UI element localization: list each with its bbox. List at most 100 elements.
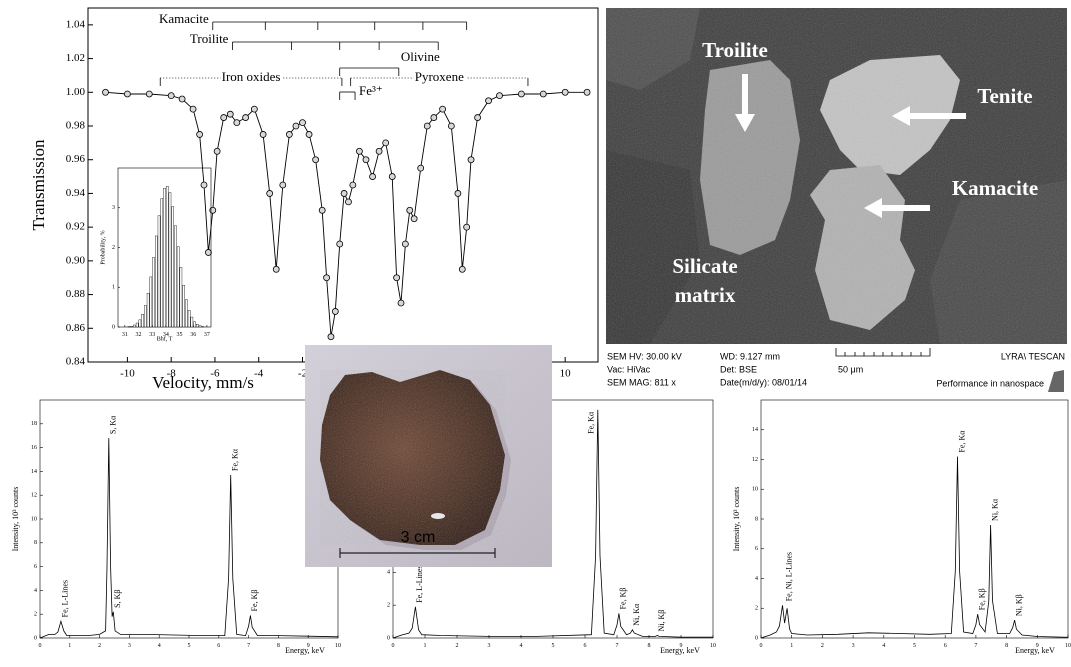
peak-label: Ni, Kβ bbox=[657, 610, 666, 632]
data-point bbox=[468, 157, 474, 163]
data-point bbox=[190, 106, 196, 112]
data-point bbox=[328, 334, 334, 340]
y-tick-label: 6 bbox=[34, 564, 37, 570]
sem-image: Troilite Tenite Kamacite Silicate matrix… bbox=[606, 8, 1067, 392]
data-point bbox=[424, 123, 430, 129]
y-tick-label: 2 bbox=[387, 603, 390, 609]
peak-label: Fe, Kα bbox=[957, 430, 966, 453]
y-tick-label: 12 bbox=[31, 493, 37, 499]
y-tick-label: 0.88 bbox=[66, 288, 86, 300]
data-point bbox=[300, 120, 306, 126]
x-tick-label: 1 bbox=[68, 643, 71, 649]
y-tick-label: 0.90 bbox=[66, 254, 86, 266]
data-point bbox=[363, 157, 369, 163]
x-tick-label: 3 bbox=[128, 643, 131, 649]
photo: 3 cm bbox=[305, 345, 552, 567]
data-point bbox=[103, 89, 109, 95]
histogram-bar bbox=[199, 326, 201, 327]
data-point bbox=[455, 190, 461, 196]
data-point bbox=[370, 174, 376, 180]
y-tick-label: 0 bbox=[34, 635, 37, 641]
data-point bbox=[448, 123, 454, 129]
data-point bbox=[402, 241, 408, 247]
sem-label: Silicate bbox=[672, 254, 737, 278]
x-tick-label: 10 bbox=[1065, 643, 1071, 649]
x-tick-label: 7 bbox=[616, 643, 619, 649]
data-point bbox=[518, 91, 524, 97]
x-tick-label: 7 bbox=[974, 643, 977, 649]
y-tick-label: 2 bbox=[755, 606, 758, 612]
x-axis-label: Velocity, mm/s bbox=[152, 373, 254, 392]
y-tick-label: 4 bbox=[387, 570, 390, 576]
data-point bbox=[280, 182, 286, 188]
sem-info: WD: 9.127 mm bbox=[720, 351, 780, 361]
x-tick-label: 8 bbox=[277, 643, 280, 649]
histogram-bar bbox=[177, 247, 179, 327]
x-tick-label: 4 bbox=[158, 643, 161, 649]
x-tick-label: 6 bbox=[217, 643, 220, 649]
annotation-label: Kamacite bbox=[159, 11, 209, 26]
data-point bbox=[418, 165, 424, 171]
data-point bbox=[350, 182, 356, 188]
x-tick-label: 35 bbox=[177, 332, 183, 338]
histogram-bar bbox=[169, 193, 171, 327]
sem-info: Date(m/d/y): 08/01/14 bbox=[720, 377, 807, 387]
data-point bbox=[179, 96, 185, 102]
data-point bbox=[251, 106, 257, 112]
histogram-bar bbox=[144, 306, 146, 327]
y-tick-label: 2 bbox=[112, 245, 115, 251]
data-point bbox=[345, 199, 351, 205]
plot-frame bbox=[40, 400, 338, 638]
y-tick-label: 1.00 bbox=[66, 86, 86, 98]
y-tick-label: 18 bbox=[31, 421, 37, 427]
y-tick-label: 0.92 bbox=[66, 221, 85, 233]
y-axis-label: Intensity, 10³ counts bbox=[732, 487, 741, 552]
data-point bbox=[440, 106, 446, 112]
data-point bbox=[267, 190, 273, 196]
data-point bbox=[227, 111, 233, 117]
y-axis-label: Intensity, 10³ counts bbox=[11, 487, 20, 552]
x-tick-label: 4 bbox=[520, 643, 523, 649]
x-tick-label: 3 bbox=[852, 643, 855, 649]
y-tick-label: 0.98 bbox=[66, 120, 86, 132]
arrow-shaft bbox=[742, 74, 748, 116]
y-tick-label: 0.84 bbox=[66, 356, 86, 368]
data-point bbox=[475, 115, 481, 121]
peak-label: Ni, Kα bbox=[632, 603, 641, 626]
data-point bbox=[205, 249, 211, 255]
histogram-bar bbox=[147, 293, 149, 327]
sem-scale-bar bbox=[836, 348, 930, 356]
x-tick-label: 5 bbox=[913, 643, 916, 649]
peak-label: Fe, Kβ bbox=[619, 588, 628, 610]
x-tick-label: 4 bbox=[882, 643, 885, 649]
data-point bbox=[562, 89, 568, 95]
data-point bbox=[389, 174, 395, 180]
y-tick-label: 1.02 bbox=[66, 52, 85, 64]
data-point bbox=[260, 131, 266, 137]
y-tick-label: 8 bbox=[34, 540, 37, 546]
sem-info: SEM MAG: 811 x bbox=[607, 377, 676, 387]
data-point bbox=[376, 148, 382, 154]
spectrum-line bbox=[40, 438, 338, 638]
y-tick-label: 0 bbox=[112, 324, 115, 330]
histogram-bar bbox=[150, 277, 152, 327]
rock-speck bbox=[431, 513, 445, 519]
x-tick-label: 7 bbox=[247, 643, 250, 649]
x-axis-label: Energy, keV bbox=[1015, 646, 1055, 655]
histogram-bar bbox=[136, 323, 138, 327]
data-point bbox=[584, 89, 590, 95]
y-tick-label: 12 bbox=[752, 457, 758, 463]
x-tick-label: 2 bbox=[821, 643, 824, 649]
y-tick-label: 10 bbox=[31, 516, 37, 522]
y-tick-label: 3 bbox=[112, 205, 115, 211]
arrow-shaft bbox=[880, 205, 930, 211]
histogram-bar bbox=[166, 186, 168, 327]
x-tick-label: 6 bbox=[584, 643, 587, 649]
data-point bbox=[497, 93, 503, 99]
y-axis-label: Transmission bbox=[29, 139, 48, 231]
y-tick-label: 0 bbox=[755, 635, 758, 641]
annotation-label: Fe³⁺ bbox=[359, 83, 383, 98]
x-tick-label: 33 bbox=[149, 332, 155, 338]
x-tick-label: 32 bbox=[136, 332, 142, 338]
